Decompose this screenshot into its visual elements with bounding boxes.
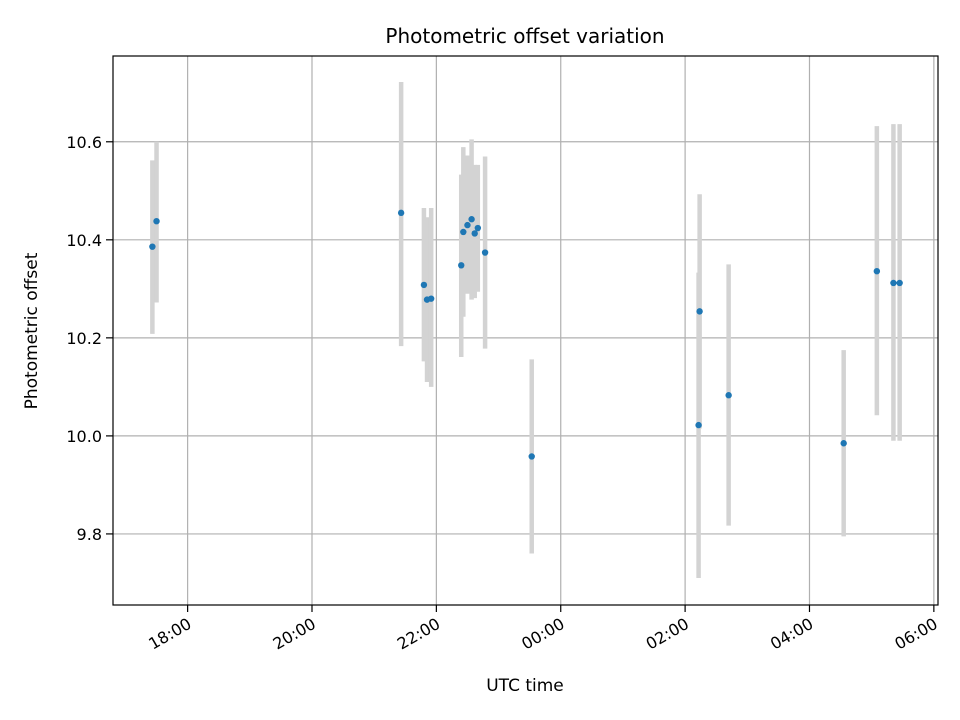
y-tick-label: 9.8 — [77, 525, 102, 544]
data-point — [468, 216, 475, 223]
data-point — [840, 440, 847, 447]
x-tick-label: 02:00 — [643, 614, 692, 654]
y-axis: 9.8 10.0 10.2 10.4 10.6 — [66, 133, 113, 544]
x-tick-label: 04:00 — [767, 614, 816, 654]
plot-background — [113, 56, 938, 605]
x-tick-label: 18:00 — [145, 614, 194, 654]
data-point — [896, 279, 903, 287]
data-points — [149, 209, 903, 460]
data-point — [464, 221, 471, 229]
data-point — [696, 308, 703, 315]
plot-frame — [112, 55, 939, 606]
x-tick-label: 20:00 — [270, 614, 319, 654]
data-point — [153, 217, 160, 225]
data-point — [528, 453, 535, 460]
y-axis-title: Photometric offset — [22, 252, 42, 409]
data-point — [890, 279, 897, 287]
data-point — [873, 267, 881, 275]
x-axis: 18:00 20:00 22:00 00:00 02:00 04:00 06:00 — [145, 605, 941, 654]
chart-title: Photometric offset variation — [385, 24, 664, 48]
x-axis-title: UTC time — [486, 676, 564, 696]
data-point — [474, 224, 482, 232]
data-point — [149, 243, 156, 250]
data-point — [458, 262, 465, 269]
y-tick-label: 10.2 — [66, 329, 102, 348]
y-tick-label: 10.0 — [66, 427, 102, 446]
data-point — [460, 228, 467, 236]
data-point — [695, 421, 702, 429]
y-tick-label: 10.4 — [66, 231, 102, 250]
grid — [113, 56, 938, 605]
data-point — [420, 281, 428, 289]
y-tick-label: 10.6 — [66, 133, 102, 152]
data-point — [725, 392, 732, 399]
data-point — [427, 295, 435, 302]
x-tick-label: 22:00 — [394, 614, 443, 654]
data-point — [397, 209, 405, 217]
x-tick-label: 06:00 — [891, 614, 940, 654]
data-point — [481, 249, 489, 256]
data-point — [471, 230, 478, 237]
x-tick-label: 00:00 — [518, 614, 567, 654]
